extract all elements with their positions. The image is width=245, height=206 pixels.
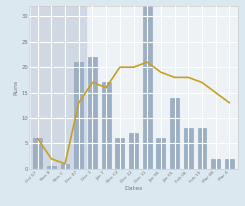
Bar — [74, 62, 83, 169]
Bar — [61, 164, 70, 169]
Bar — [88, 57, 97, 169]
Bar — [102, 82, 110, 169]
X-axis label: Dates: Dates — [124, 186, 143, 191]
Bar — [115, 138, 124, 169]
Bar — [47, 166, 56, 169]
Bar — [225, 159, 234, 169]
Bar — [143, 6, 152, 169]
Bar — [31, 6, 86, 169]
Bar — [157, 138, 165, 169]
Bar — [184, 128, 193, 169]
Y-axis label: Runs: Runs — [13, 80, 18, 95]
Bar — [129, 133, 138, 169]
Bar — [33, 138, 42, 169]
Bar — [197, 128, 207, 169]
Bar — [170, 98, 179, 169]
Bar — [211, 159, 220, 169]
